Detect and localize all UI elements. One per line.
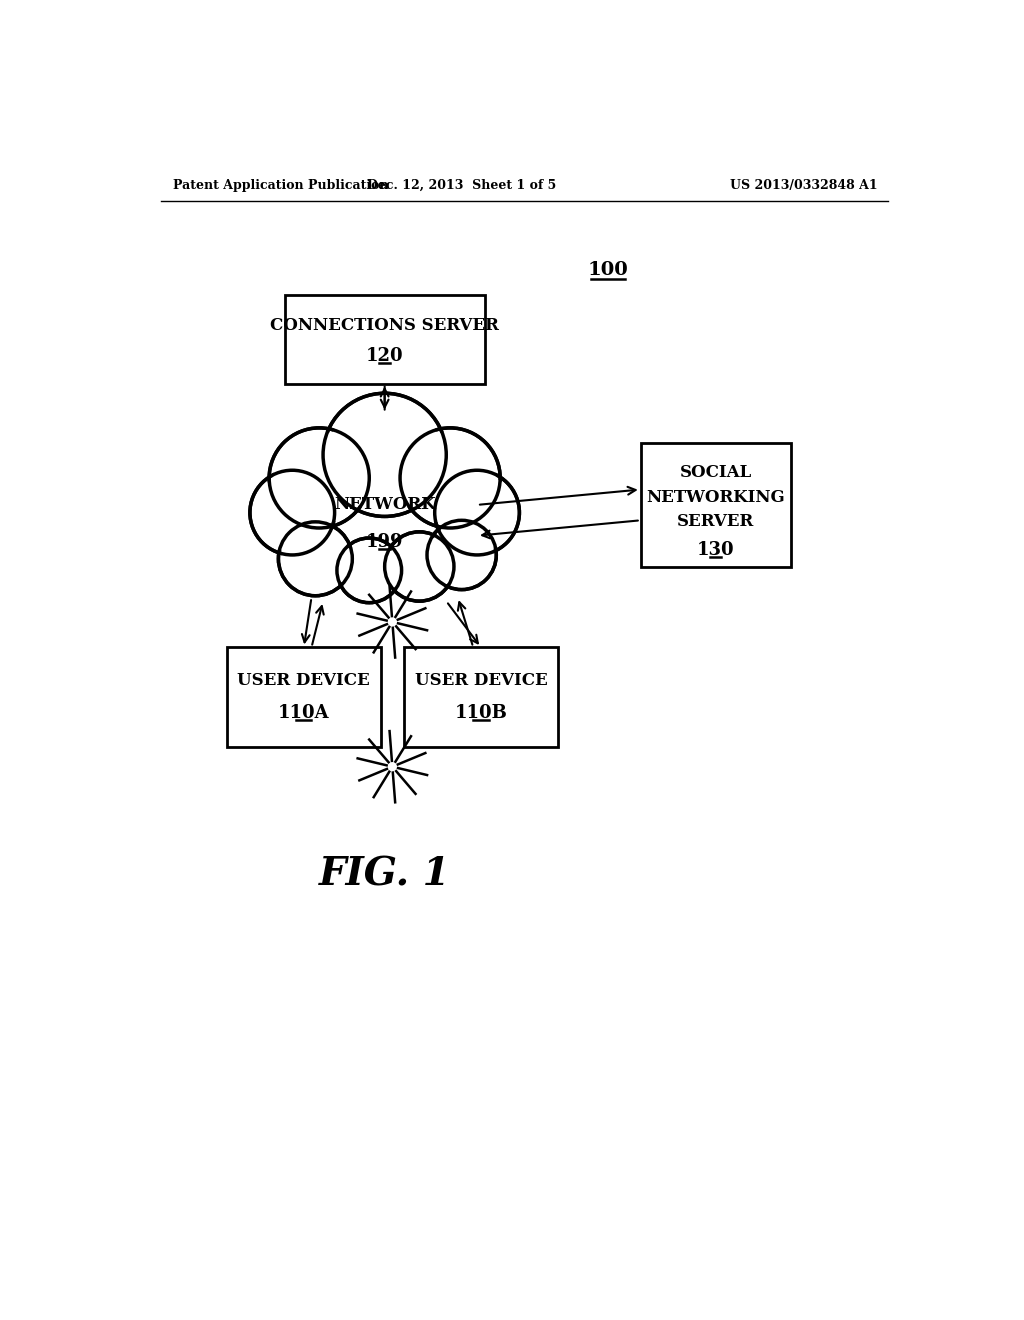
Circle shape xyxy=(430,523,494,587)
Circle shape xyxy=(387,535,452,598)
Text: SERVER: SERVER xyxy=(677,513,755,531)
Text: 120: 120 xyxy=(366,347,403,366)
Text: SOCIAL: SOCIAL xyxy=(680,465,752,480)
Text: NETWORKING: NETWORKING xyxy=(646,488,785,506)
Text: NETWORK: NETWORK xyxy=(334,496,435,513)
Circle shape xyxy=(435,470,519,554)
Circle shape xyxy=(323,393,446,516)
Text: 130: 130 xyxy=(697,541,734,558)
Text: FIG. 1: FIG. 1 xyxy=(318,855,451,894)
Text: USER DEVICE: USER DEVICE xyxy=(415,672,547,689)
Text: 100: 100 xyxy=(588,261,629,279)
Text: 110B: 110B xyxy=(455,704,507,722)
Bar xyxy=(226,647,381,747)
Circle shape xyxy=(279,521,352,595)
Circle shape xyxy=(269,428,370,528)
Text: Dec. 12, 2013  Sheet 1 of 5: Dec. 12, 2013 Sheet 1 of 5 xyxy=(367,178,556,191)
Bar xyxy=(641,444,791,566)
Circle shape xyxy=(427,520,497,590)
Text: USER DEVICE: USER DEVICE xyxy=(238,672,371,689)
Circle shape xyxy=(404,432,497,524)
Circle shape xyxy=(328,399,441,512)
Text: 199: 199 xyxy=(366,533,403,550)
Bar xyxy=(285,296,484,384)
Circle shape xyxy=(438,474,516,552)
Circle shape xyxy=(253,474,331,552)
Circle shape xyxy=(385,532,454,601)
Circle shape xyxy=(337,539,401,603)
Text: CONNECTIONS SERVER: CONNECTIONS SERVER xyxy=(270,317,499,334)
Circle shape xyxy=(273,432,366,524)
Circle shape xyxy=(282,525,349,593)
Circle shape xyxy=(400,428,500,528)
Text: US 2013/0332848 A1: US 2013/0332848 A1 xyxy=(730,178,878,191)
Text: Patent Application Publication: Patent Application Publication xyxy=(173,178,388,191)
Circle shape xyxy=(250,470,335,554)
Text: 110A: 110A xyxy=(278,704,330,722)
Bar xyxy=(403,647,558,747)
Circle shape xyxy=(340,541,399,601)
